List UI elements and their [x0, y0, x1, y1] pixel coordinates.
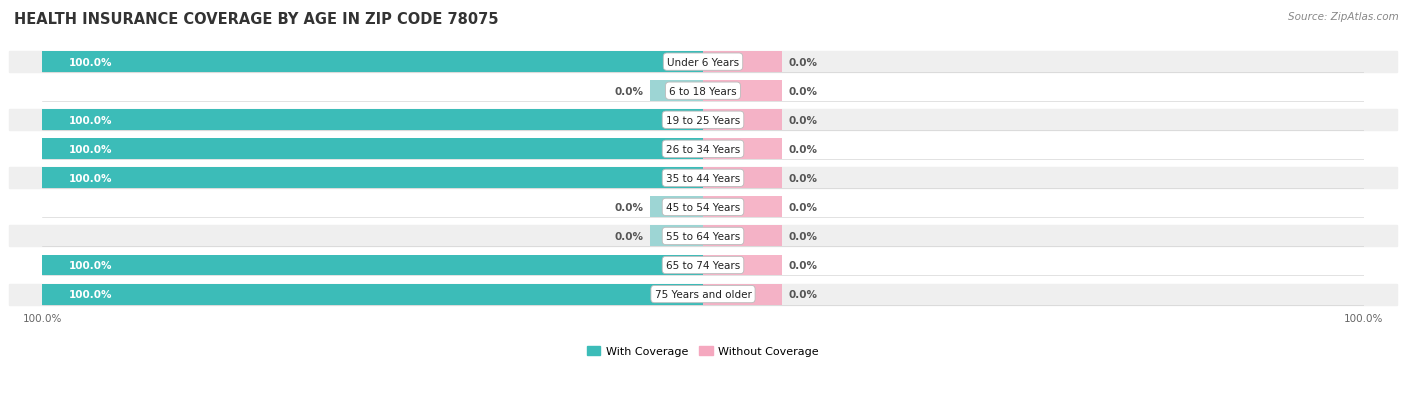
- Text: 100.0%: 100.0%: [69, 260, 112, 271]
- Text: 0.0%: 0.0%: [614, 86, 644, 97]
- Bar: [42, 139, 703, 160]
- Bar: [703, 110, 782, 131]
- Text: 0.0%: 0.0%: [614, 202, 644, 212]
- Legend: With Coverage, Without Coverage: With Coverage, Without Coverage: [582, 342, 824, 361]
- Text: 45 to 54 Years: 45 to 54 Years: [666, 202, 740, 212]
- Text: 35 to 44 Years: 35 to 44 Years: [666, 173, 740, 183]
- Bar: [42, 168, 703, 189]
- Text: 0.0%: 0.0%: [789, 231, 818, 241]
- Text: 0.0%: 0.0%: [789, 202, 818, 212]
- Text: Source: ZipAtlas.com: Source: ZipAtlas.com: [1288, 12, 1399, 22]
- Bar: [42, 52, 703, 73]
- Text: 0.0%: 0.0%: [789, 86, 818, 97]
- Bar: [10, 81, 1396, 102]
- Text: 0.0%: 0.0%: [789, 116, 818, 126]
- Bar: [703, 81, 782, 102]
- Text: 55 to 64 Years: 55 to 64 Years: [666, 231, 740, 241]
- Bar: [10, 110, 1396, 131]
- Text: 0.0%: 0.0%: [789, 173, 818, 183]
- Text: 75 Years and older: 75 Years and older: [655, 290, 751, 299]
- Text: 0.0%: 0.0%: [789, 290, 818, 299]
- Text: Under 6 Years: Under 6 Years: [666, 57, 740, 67]
- Text: 0.0%: 0.0%: [614, 231, 644, 241]
- Bar: [42, 284, 703, 305]
- Bar: [10, 226, 1396, 247]
- Text: 26 to 34 Years: 26 to 34 Years: [666, 145, 740, 154]
- Text: 0.0%: 0.0%: [789, 260, 818, 271]
- Bar: [10, 284, 1396, 305]
- Bar: [703, 139, 782, 160]
- Bar: [10, 139, 1396, 160]
- Text: 100.0%: 100.0%: [69, 290, 112, 299]
- Bar: [10, 168, 1396, 189]
- Bar: [703, 168, 782, 189]
- Bar: [703, 284, 782, 305]
- Bar: [703, 197, 782, 218]
- Text: HEALTH INSURANCE COVERAGE BY AGE IN ZIP CODE 78075: HEALTH INSURANCE COVERAGE BY AGE IN ZIP …: [14, 12, 499, 27]
- Text: 100.0%: 100.0%: [69, 173, 112, 183]
- Bar: [10, 255, 1396, 276]
- Text: 100.0%: 100.0%: [69, 145, 112, 154]
- Bar: [703, 255, 782, 276]
- Text: 6 to 18 Years: 6 to 18 Years: [669, 86, 737, 97]
- Text: 19 to 25 Years: 19 to 25 Years: [666, 116, 740, 126]
- Text: 100.0%: 100.0%: [69, 57, 112, 67]
- Bar: [650, 197, 703, 218]
- Bar: [650, 226, 703, 247]
- Bar: [703, 52, 782, 73]
- Bar: [42, 110, 703, 131]
- Text: 0.0%: 0.0%: [789, 145, 818, 154]
- Bar: [650, 81, 703, 102]
- Text: 65 to 74 Years: 65 to 74 Years: [666, 260, 740, 271]
- Bar: [10, 52, 1396, 73]
- Bar: [703, 226, 782, 247]
- Bar: [10, 197, 1396, 218]
- Text: 0.0%: 0.0%: [789, 57, 818, 67]
- Text: 100.0%: 100.0%: [69, 116, 112, 126]
- Bar: [42, 255, 703, 276]
